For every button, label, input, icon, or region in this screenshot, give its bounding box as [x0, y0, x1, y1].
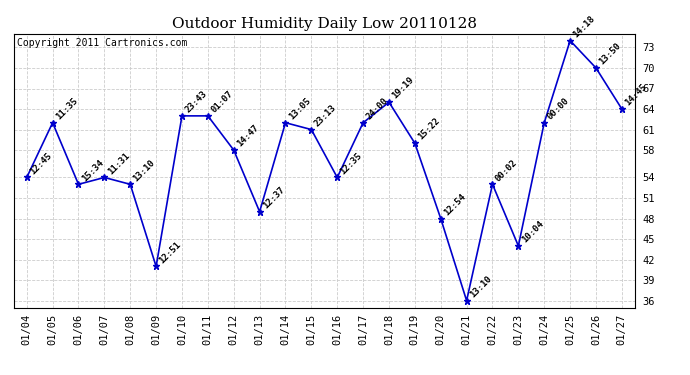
Text: Copyright 2011 Cartronics.com: Copyright 2011 Cartronics.com	[17, 38, 187, 48]
Text: 00:02: 00:02	[494, 158, 520, 183]
Text: 19:19: 19:19	[391, 75, 416, 101]
Text: 13:10: 13:10	[468, 274, 493, 299]
Text: 11:31: 11:31	[106, 151, 131, 176]
Text: 01:07: 01:07	[209, 89, 235, 114]
Title: Outdoor Humidity Daily Low 20110128: Outdoor Humidity Daily Low 20110128	[172, 17, 477, 31]
Text: 12:35: 12:35	[339, 151, 364, 176]
Text: 15:34: 15:34	[80, 158, 106, 183]
Text: 00:00: 00:00	[546, 96, 571, 122]
Text: 13:05: 13:05	[287, 96, 313, 122]
Text: 24:00: 24:00	[364, 96, 390, 122]
Text: 12:45: 12:45	[28, 151, 54, 176]
Text: 14:18: 14:18	[571, 14, 597, 39]
Text: 13:50: 13:50	[598, 41, 623, 67]
Text: 12:51: 12:51	[157, 240, 183, 265]
Text: 14:45: 14:45	[623, 82, 649, 108]
Text: 12:54: 12:54	[442, 192, 468, 217]
Text: 23:13: 23:13	[313, 103, 338, 128]
Text: 15:22: 15:22	[416, 117, 442, 142]
Text: 14:47: 14:47	[235, 123, 261, 149]
Text: 12:37: 12:37	[261, 185, 286, 210]
Text: 11:35: 11:35	[54, 96, 79, 122]
Text: 10:04: 10:04	[520, 219, 545, 245]
Text: 23:43: 23:43	[184, 89, 209, 114]
Text: 13:10: 13:10	[132, 158, 157, 183]
